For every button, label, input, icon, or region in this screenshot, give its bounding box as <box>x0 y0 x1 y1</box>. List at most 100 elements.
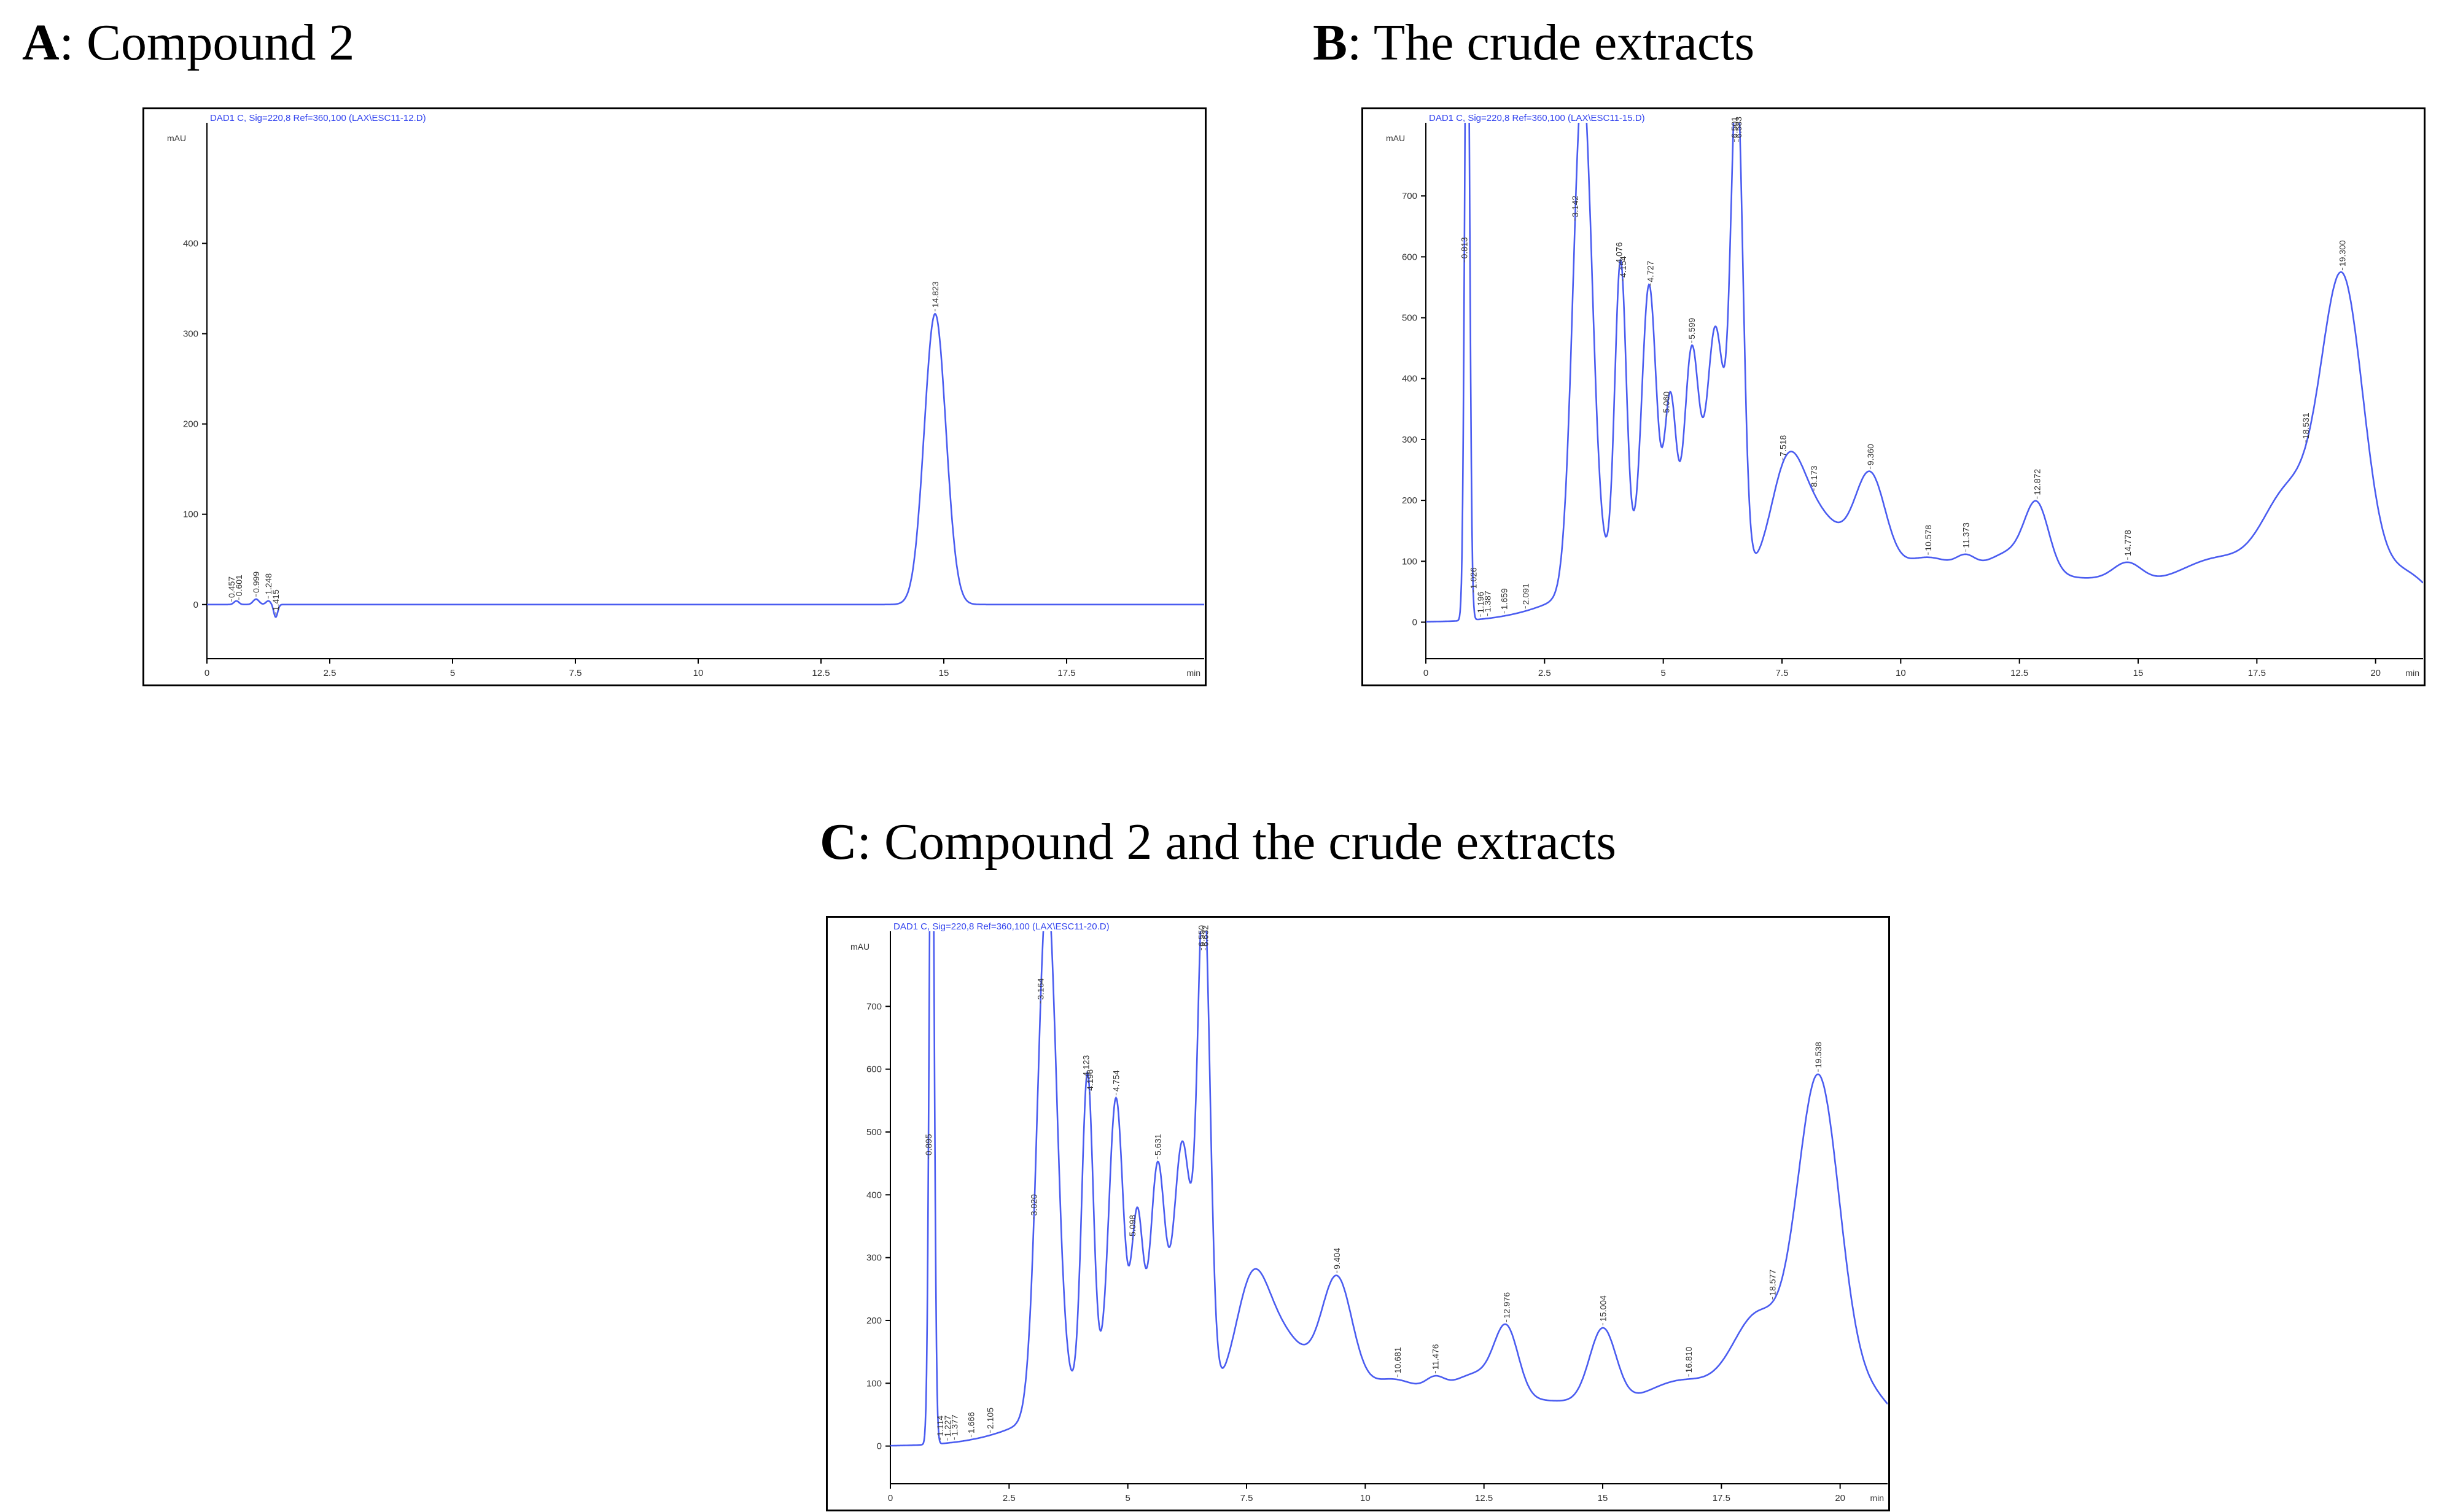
x-tick-label: 10 <box>693 668 704 678</box>
panel-a-letter: A <box>22 14 60 71</box>
panel-b-title: B: The crude extracts <box>1313 17 1754 69</box>
x-tick-label: 5 <box>1125 1493 1130 1503</box>
peak-label: 1.387 <box>1483 591 1493 612</box>
peak-label: 9.360 <box>1866 444 1875 465</box>
y-tick-label: 200 <box>183 419 198 430</box>
panel-c-title: C: Compound 2 and the crude extracts <box>820 816 1616 868</box>
x-tick-label: 5 <box>1660 668 1665 678</box>
y-tick-label: 700 <box>1402 191 1417 201</box>
signal-header: DAD1 C, Sig=220,8 Ref=360,100 (LAX\ESC11… <box>1429 113 1645 123</box>
y-tick-label: 600 <box>1402 252 1417 262</box>
signal-header: DAD1 C, Sig=220,8 Ref=360,100 (LAX\ESC11… <box>210 113 426 123</box>
x-tick-label: 10 <box>1896 668 1906 678</box>
y-tick-label: 700 <box>866 1001 882 1012</box>
peak-label: 5.060 <box>1661 391 1671 413</box>
peak-label: 4.727 <box>1646 260 1655 282</box>
peak-label: 0.813 <box>1460 237 1469 258</box>
peak-label: 14.778 <box>2123 530 2133 556</box>
x-tick-label: 15 <box>939 668 949 678</box>
chromatogram-trace <box>1426 123 2423 623</box>
x-tick-label: 20 <box>1835 1493 1845 1503</box>
y-unit-label: mAU <box>850 942 870 952</box>
peak-label: 2.105 <box>985 1408 995 1429</box>
peak-label: 2.091 <box>1520 583 1530 605</box>
peak-label: 4.154 <box>1618 256 1628 277</box>
peak-label: 6.550 <box>1197 925 1207 947</box>
peak-label: 1.415 <box>271 589 281 611</box>
chromatogram-b: DAD1 C, Sig=220,8 Ref=360,100 (LAX\ESC11… <box>1361 107 2426 686</box>
x-tick-label: 17.5 <box>1713 1493 1730 1503</box>
peak-label: 1.227 <box>943 1415 952 1436</box>
x-tick-label: 12.5 <box>2010 668 2028 678</box>
peak-label: 14.823 <box>930 281 940 308</box>
peak-label: 4.076 <box>1614 242 1624 263</box>
peak-label: 1.659 <box>1500 588 1509 610</box>
peak-label: 3.164 <box>1035 978 1045 999</box>
y-unit-label: mAU <box>1386 133 1405 143</box>
panel-b-title-text: : The crude extracts <box>1347 14 1755 71</box>
peak-label: 16.810 <box>1684 1346 1694 1373</box>
peak-label: 12.872 <box>2032 469 2042 495</box>
peak-label: 15.004 <box>1598 1295 1608 1322</box>
y-tick-label: 500 <box>1402 313 1417 324</box>
y-tick-label: 300 <box>866 1253 882 1263</box>
peak-label: 5.098 <box>1127 1215 1137 1236</box>
peak-label: 0.457 <box>227 576 236 598</box>
x-tick-label: 5 <box>450 668 455 678</box>
x-tick-label: 0 <box>1423 668 1428 678</box>
y-tick-label: 0 <box>193 600 198 610</box>
y-tick-label: 500 <box>866 1127 882 1138</box>
panel-c-letter: C <box>820 813 857 870</box>
x-tick-label: 7.5 <box>1776 668 1789 678</box>
x-tick-label: 2.5 <box>1538 668 1551 678</box>
peak-label: 10.578 <box>1923 525 1933 551</box>
peak-label: 1.377 <box>949 1414 959 1436</box>
chromatogram-trace <box>207 312 1204 618</box>
x-unit-label: min <box>1870 1493 1884 1503</box>
peak-label: 1.666 <box>967 1412 976 1433</box>
panel-a-title: A: Compound 2 <box>22 17 354 69</box>
x-tick-label: 2.5 <box>1003 1493 1016 1503</box>
y-tick-label: 400 <box>866 1190 882 1200</box>
x-tick-label: 2.5 <box>324 668 337 678</box>
peak-label: 4.123 <box>1081 1055 1091 1077</box>
panel-a-title-text: : Compound 2 <box>59 14 355 71</box>
peak-label: 11.373 <box>1961 522 1971 548</box>
x-tick-label: 17.5 <box>2248 668 2266 678</box>
peak-label: 5.599 <box>1687 317 1697 339</box>
x-tick-label: 15 <box>2133 668 2144 678</box>
peak-label: 5.631 <box>1153 1134 1163 1155</box>
peak-label: 7.518 <box>1778 435 1788 456</box>
x-tick-label: 12.5 <box>1475 1493 1493 1503</box>
y-tick-label: 100 <box>1402 556 1417 567</box>
y-tick-label: 200 <box>1402 495 1417 506</box>
x-unit-label: min <box>2405 668 2419 678</box>
panel-b-letter: B <box>1313 14 1348 71</box>
signal-header: DAD1 C, Sig=220,8 Ref=360,100 (LAX\ESC11… <box>893 921 1110 932</box>
y-unit-label: mAU <box>167 133 186 143</box>
chromatogram-svg-c: DAD1 C, Sig=220,8 Ref=360,100 (LAX\ESC11… <box>826 916 1890 1511</box>
y-tick-label: 100 <box>866 1378 882 1389</box>
x-tick-label: 0 <box>204 668 209 678</box>
peak-label: 4.754 <box>1111 1070 1121 1091</box>
peak-label: 0.895 <box>924 1134 933 1155</box>
y-tick-label: 300 <box>1402 435 1417 445</box>
chromatogram-a: DAD1 C, Sig=220,8 Ref=360,100 (LAX\ESC11… <box>142 107 1207 686</box>
y-tick-label: 200 <box>866 1316 882 1326</box>
peak-label: 0.999 <box>251 572 261 593</box>
x-tick-label: 7.5 <box>569 668 582 678</box>
peak-label: 3.142 <box>1570 195 1580 217</box>
peak-label: 19.538 <box>1813 1042 1823 1068</box>
peak-label: 9.404 <box>1332 1248 1342 1270</box>
peak-label: 6.632 <box>1200 925 1210 947</box>
y-tick-label: 400 <box>183 238 198 249</box>
frame <box>826 916 1890 1511</box>
x-tick-label: 10 <box>1360 1493 1371 1503</box>
x-tick-label: 17.5 <box>1057 668 1075 678</box>
peak-label: 18.577 <box>1768 1270 1778 1296</box>
peak-label: 1.196 <box>1476 591 1485 613</box>
panel-c-title-text: : Compound 2 and the crude extracts <box>857 813 1617 870</box>
peak-label: 6.501 <box>1730 117 1740 138</box>
y-tick-label: 400 <box>1402 374 1417 384</box>
x-tick-label: 20 <box>2370 668 2381 678</box>
